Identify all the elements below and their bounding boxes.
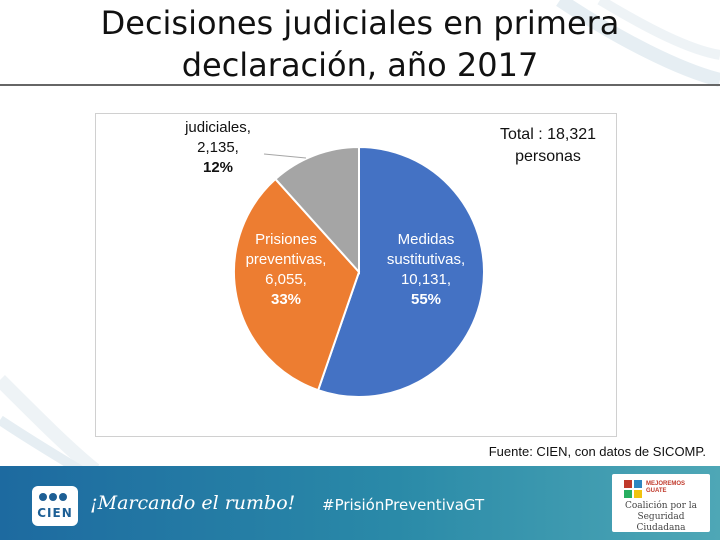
partner-small-line-1: MEJOREMOS bbox=[646, 481, 686, 487]
logo-text: CIEN bbox=[37, 506, 73, 520]
chart-container: Medidas sustitutivas, 10,131, 55% Prisiones p… bbox=[95, 113, 617, 437]
footer-bar: CIEN ¡Marcando el rumbo! #PrisiónPrevent… bbox=[0, 466, 720, 540]
partner-name: Coalición por la Seguridad Ciudadana bbox=[612, 501, 710, 534]
leader-line bbox=[263, 153, 307, 159]
cien-logo: CIEN bbox=[32, 486, 78, 526]
partner-line-1: Coalición por la bbox=[624, 501, 697, 511]
annotation-line-1: Total : 18,321 bbox=[499, 126, 597, 143]
partner-small-text: MEJOREMOS GUATE bbox=[646, 481, 685, 495]
slogan: ¡Marcando el rumbo! bbox=[90, 492, 296, 514]
partner-line-2: Seguridad Ciudadana bbox=[636, 512, 686, 533]
chart-annotation: Total : 18,321 personas bbox=[468, 124, 628, 168]
partner-mark-icon bbox=[624, 480, 642, 498]
page-title: Decisiones judiciales en primera declara… bbox=[60, 2, 660, 86]
annotation-line-2: personas bbox=[515, 148, 581, 165]
hashtag: #PrisiónPreventivaGT bbox=[322, 496, 485, 514]
title-line-1: Decisiones judiciales en primera bbox=[100, 4, 620, 42]
title-line-2: declaración, año 2017 bbox=[181, 46, 539, 84]
data-label-prisiones-preventivas: Prisiones preventivas, 6,055, 33% bbox=[246, 231, 327, 308]
data-label-otras-decisiones: Otrasdecisionesjudiciales,2,135,12% bbox=[183, 114, 254, 176]
pie-slice-prisiones-preventivas bbox=[233, 177, 361, 392]
partner-small-line-2: GUATE bbox=[646, 488, 667, 494]
logo-dots-icon bbox=[39, 493, 67, 501]
title-divider bbox=[0, 84, 720, 86]
partner-logo: MEJOREMOS GUATE Coalición por la Segurid… bbox=[612, 474, 710, 534]
pie-chart: Medidas sustitutivas, 10,131, 55% Prisiones p… bbox=[183, 114, 485, 398]
source-note: Fuente: CIEN, con datos de SICOMP. bbox=[488, 444, 706, 459]
data-label-medidas-sustitutivas: Medidas sustitutivas, 10,131, 55% bbox=[387, 231, 465, 308]
pie-slice-otras-decisiones bbox=[274, 145, 360, 275]
